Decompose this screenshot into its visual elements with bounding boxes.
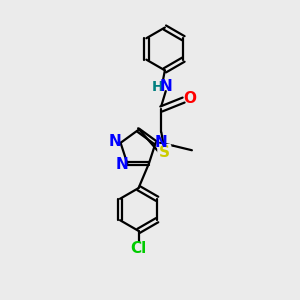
Text: Cl: Cl [130,241,147,256]
Text: S: S [159,146,170,160]
Text: H: H [152,80,163,94]
Text: N: N [116,157,128,172]
Text: N: N [159,79,172,94]
Text: O: O [184,91,196,106]
Text: N: N [154,135,167,150]
Text: N: N [109,134,122,149]
